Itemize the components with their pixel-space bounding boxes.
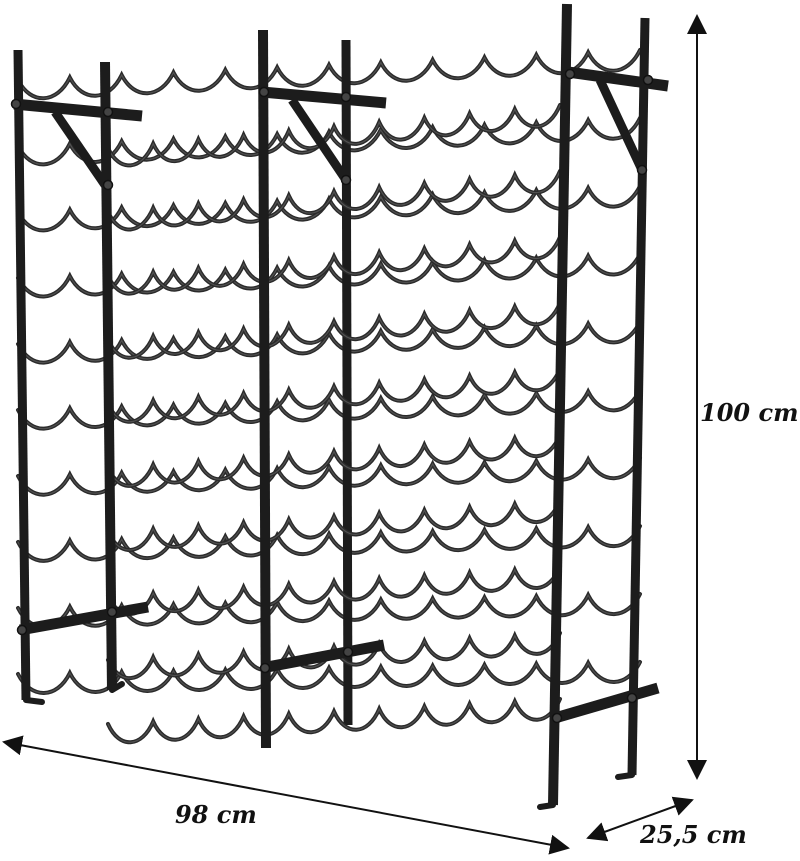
front-post [548, 3, 572, 806]
back-wire-row [16, 48, 642, 101]
dimension-lines [2, 13, 707, 855]
width-arrow [2, 735, 570, 855]
diagonal-brace [595, 78, 647, 172]
depth-arrow [586, 796, 694, 842]
front-wire-highlight [107, 236, 561, 295]
post-foot [615, 772, 635, 780]
bolt [102, 106, 114, 118]
front-wire-highlight [107, 566, 561, 615]
back-wire-highlight [17, 593, 641, 628]
post-foot [109, 681, 125, 693]
depth-dimension-label: 25,5 cm [640, 820, 747, 849]
back-post [13, 49, 31, 701]
front-wire-highlight [107, 302, 561, 359]
bolt [259, 662, 271, 674]
bottom-bracket-bar [19, 601, 149, 636]
width-dimension-label: 98 cm [175, 800, 257, 829]
bolt [10, 98, 22, 110]
back-wire-rows [16, 48, 642, 695]
back-wire-highlight [17, 525, 641, 562]
post-foot [23, 697, 45, 705]
bolt [340, 91, 352, 103]
bottom-bracket-bar [553, 682, 660, 724]
front-wire-row [106, 235, 562, 296]
front-wire-row [106, 367, 562, 424]
bolt [564, 68, 576, 80]
bolt [642, 74, 654, 86]
back-post [341, 39, 353, 726]
bolt [340, 174, 352, 186]
back-posts [13, 17, 650, 776]
height-dimension-label: 100 cm [700, 398, 799, 427]
front-post [258, 29, 271, 749]
front-wire-row [106, 301, 562, 360]
bottom-bracket-bar [260, 639, 386, 674]
front-wire-highlight [107, 104, 561, 166]
bolt [102, 179, 114, 191]
front-post [100, 61, 117, 691]
front-wire-highlight [107, 368, 561, 423]
brackets [10, 66, 669, 724]
bolt [106, 606, 118, 618]
bolt [636, 164, 648, 176]
front-posts [23, 3, 635, 810]
top-bracket-bar [261, 86, 387, 109]
back-wire-highlight [17, 389, 641, 430]
bolt [551, 712, 563, 724]
back-post [627, 17, 650, 776]
front-wire-highlight [107, 434, 561, 487]
bolt [626, 692, 638, 704]
front-wire-row [106, 169, 562, 232]
back-wire-highlight [17, 49, 641, 99]
diagonal-brace [288, 97, 350, 183]
front-wire-rows [106, 103, 562, 745]
post-foot [537, 802, 556, 810]
diagonal-brace [51, 109, 109, 188]
front-wire-highlight [107, 170, 561, 231]
back-wire-highlight [17, 117, 641, 165]
front-wire-highlight [107, 632, 561, 679]
bolt [16, 624, 28, 636]
back-wire-highlight [17, 661, 641, 694]
top-bracket-bar [13, 98, 143, 122]
front-wire-highlight [107, 500, 561, 551]
back-wire-highlight [17, 457, 641, 496]
bolt [342, 646, 354, 658]
front-wire-row [106, 696, 562, 745]
bolt [258, 86, 270, 98]
